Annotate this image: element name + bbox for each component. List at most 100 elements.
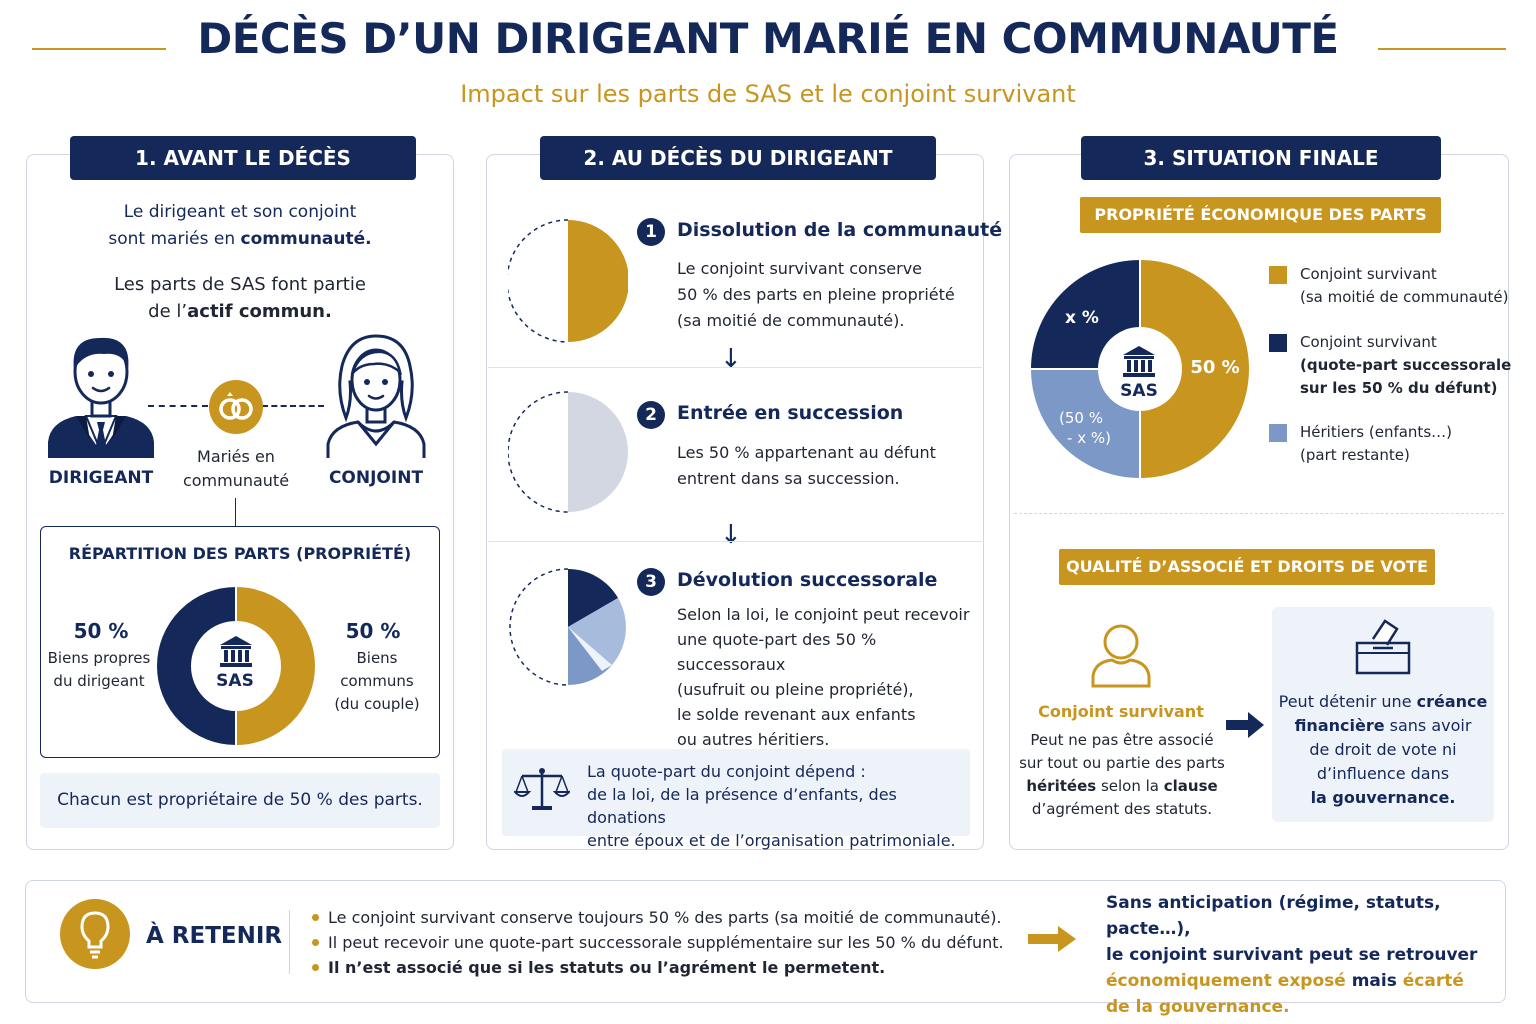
repartition-title: RÉPARTITION DES PARTS (PROPRIÉTÉ) bbox=[68, 544, 412, 563]
creance-line-1-b: créance bbox=[1416, 692, 1488, 711]
conjoint-survivant-title: Conjoint survivant bbox=[1038, 702, 1204, 721]
final-pie-slice-1 bbox=[1139, 257, 1250, 481]
repartition-donut bbox=[155, 585, 317, 747]
woman-icon bbox=[326, 334, 426, 458]
step1-line-1: Le conjoint survivant conserve bbox=[677, 259, 923, 278]
tag-qualite-associe: QUALITÉ D’ASSOCIÉ ET DROITS DE VOTE bbox=[1059, 549, 1435, 585]
divider-2 bbox=[488, 541, 982, 542]
left-caption-2: du dirigeant bbox=[53, 672, 145, 690]
donut-center-label: SAS bbox=[216, 671, 254, 691]
pie-label-blue-1: (50 % bbox=[1059, 409, 1103, 427]
divider-1 bbox=[488, 367, 982, 368]
final-pie-chart bbox=[1030, 257, 1250, 481]
step2-text: Les 50 % appartenant au défunt entrent d… bbox=[677, 440, 977, 492]
step3-line-3: (usufruit ou pleine propriété), bbox=[677, 680, 914, 699]
parts-line-2: de l’actif commun. bbox=[40, 298, 440, 325]
pie-center-label: SAS bbox=[1120, 381, 1158, 401]
right-arrow-icon bbox=[1226, 712, 1264, 738]
legend-swatch-navy bbox=[1269, 334, 1287, 352]
conjoint-label: CONJOINT bbox=[328, 468, 424, 488]
conj-line-3-rest: selon la bbox=[1096, 777, 1164, 795]
intro-line-2-b: communauté. bbox=[240, 229, 372, 249]
col3-divider bbox=[1014, 513, 1504, 514]
ballot-box-icon bbox=[1355, 619, 1411, 675]
legend-gold-line-2: (sa moitié de communauté) bbox=[1300, 288, 1509, 306]
parts-line-2-b: actif commun. bbox=[187, 301, 332, 322]
step3-line-1: Selon la loi, le conjoint peut recevoir bbox=[677, 605, 970, 624]
retenir-list: Le conjoint survivant conserve toujours … bbox=[312, 905, 1012, 980]
note-line-1: La quote-part du conjoint dépend : bbox=[587, 762, 866, 781]
step3-line-5: ou autres héritiers. bbox=[677, 730, 830, 749]
intro-line-2-a: sont mariés en bbox=[108, 229, 241, 249]
conj-line-1: Peut ne pas être associé bbox=[1030, 731, 1214, 749]
conclusion-line-3: économiquement exposé mais écarté bbox=[1106, 968, 1502, 994]
sas-bank-icon bbox=[220, 636, 252, 667]
conj-line-3-bold: héritées bbox=[1026, 777, 1097, 795]
creance-line-2-a: financière bbox=[1294, 716, 1385, 735]
parts-text: Les parts de SAS font partie de l’actif … bbox=[40, 271, 440, 325]
step1-half-circle-icon bbox=[508, 219, 628, 343]
conclusion-line-3-gold2: écarté bbox=[1402, 971, 1464, 991]
step1-text: Le conjoint survivant conserve 50 % des … bbox=[677, 256, 977, 334]
legend-swatch-blue bbox=[1269, 424, 1287, 442]
note-line-3: entre époux et de l’organisation patrimo… bbox=[587, 831, 956, 850]
legend-navy-line-2: (quote-part successorale bbox=[1300, 356, 1512, 374]
conj-line-3-bold2: clause bbox=[1163, 777, 1218, 795]
step2-number: 2 bbox=[637, 401, 665, 429]
page-title: DÉCÈS D’UN DIRIGEANT MARIÉ EN COMMUNAUTÉ bbox=[197, 14, 1339, 63]
retenir-separator bbox=[289, 910, 290, 974]
parts-line-1: Les parts de SAS font partie bbox=[114, 274, 366, 295]
creance-line-4: d’influence dans bbox=[1316, 764, 1450, 783]
step3-title: Dévolution successorale bbox=[677, 569, 938, 591]
conclusion-line-1: Sans anticipation (régime, statuts, pact… bbox=[1106, 893, 1441, 939]
intro-text: Le dirigeant et son conjoint sont mariés… bbox=[40, 199, 440, 253]
arrow-1: ↓ bbox=[720, 344, 742, 374]
conj-line-3: héritées selon la clause bbox=[1014, 775, 1230, 798]
right-caption: Biens communs (du couple) bbox=[318, 647, 436, 716]
retenir-conclusion: Sans anticipation (régime, statuts, pact… bbox=[1106, 890, 1502, 1020]
retenir-item-1: Le conjoint survivant conserve toujours … bbox=[312, 905, 1012, 930]
conclusion-line-3-rest: mais bbox=[1345, 971, 1403, 991]
heading-au-deces: 2. AU DÉCÈS DU DIRIGEANT bbox=[540, 136, 936, 180]
step3-pie-icon bbox=[509, 568, 626, 686]
dirigeant-label: DIRIGEANT bbox=[48, 468, 154, 488]
retenir-item-2: Il peut recevoir une quote-part successo… bbox=[312, 930, 1012, 955]
creance-line-1: Peut détenir une créance bbox=[1272, 690, 1494, 714]
right-pct: 50 % bbox=[345, 619, 401, 643]
final-pie-center bbox=[1098, 327, 1182, 411]
conj-line-4: d’agrément des statuts. bbox=[1031, 800, 1213, 818]
creance-line-1-a: Peut détenir une bbox=[1278, 692, 1417, 711]
left-caption-1: Biens propres bbox=[47, 649, 151, 667]
legend-blue-line-2: (part restante) bbox=[1300, 446, 1410, 464]
person-outline-icon bbox=[1091, 624, 1151, 688]
title-right-rule bbox=[1378, 48, 1506, 50]
step1-title: Dissolution de la communauté bbox=[677, 219, 1003, 241]
conclusion-line-2: le conjoint survivant peut se retrouver bbox=[1106, 945, 1478, 965]
heading-avant-deces: 1. AVANT LE DÉCÈS bbox=[70, 136, 416, 180]
heading-situation-finale: 3. SITUATION FINALE bbox=[1081, 136, 1441, 180]
legend-item-navy: Conjoint survivant (quote-part successor… bbox=[1300, 331, 1511, 400]
conclusion-line-4: de la gouvernance. bbox=[1106, 997, 1290, 1017]
pie-label-gold: 50 % bbox=[1190, 357, 1240, 378]
conclusion-line-3-gold: économiquement exposé bbox=[1106, 971, 1346, 991]
pie-label-blue: (50 % - x %) bbox=[1046, 408, 1116, 448]
note-line-2: de la loi, de la présence d’enfants, des… bbox=[587, 785, 897, 827]
tag-propriete-economique: PROPRIÉTÉ ÉCONOMIQUE DES PARTS bbox=[1080, 197, 1441, 233]
man-in-suit-icon bbox=[48, 337, 154, 458]
step1-line-3: (sa moitié de communauté). bbox=[677, 311, 905, 330]
retenir-panel bbox=[25, 880, 1506, 1003]
lightbulb-icon bbox=[60, 899, 130, 969]
note-text: La quote-part du conjoint dépend : de la… bbox=[587, 760, 967, 852]
right-caption-2: (du couple) bbox=[334, 695, 420, 713]
pie-label-blue-2: - x %) bbox=[1067, 429, 1111, 447]
creance-line-2: financière sans avoir bbox=[1272, 714, 1494, 738]
intro-line-1: Le dirigeant et son conjoint bbox=[123, 202, 357, 222]
step3-line-4: le solde revenant aux enfants bbox=[677, 705, 916, 724]
legend-blue-line-1: Héritiers (enfants…) bbox=[1300, 423, 1452, 441]
arrow-2: ↓ bbox=[720, 520, 742, 550]
repartition-box bbox=[40, 526, 440, 758]
legend-navy-line-3: sur les 50 % du défunt) bbox=[1300, 379, 1498, 397]
maries-line-1: Mariés en bbox=[197, 447, 275, 466]
step3-number: 3 bbox=[637, 568, 665, 596]
scales-of-justice-icon bbox=[514, 768, 570, 810]
